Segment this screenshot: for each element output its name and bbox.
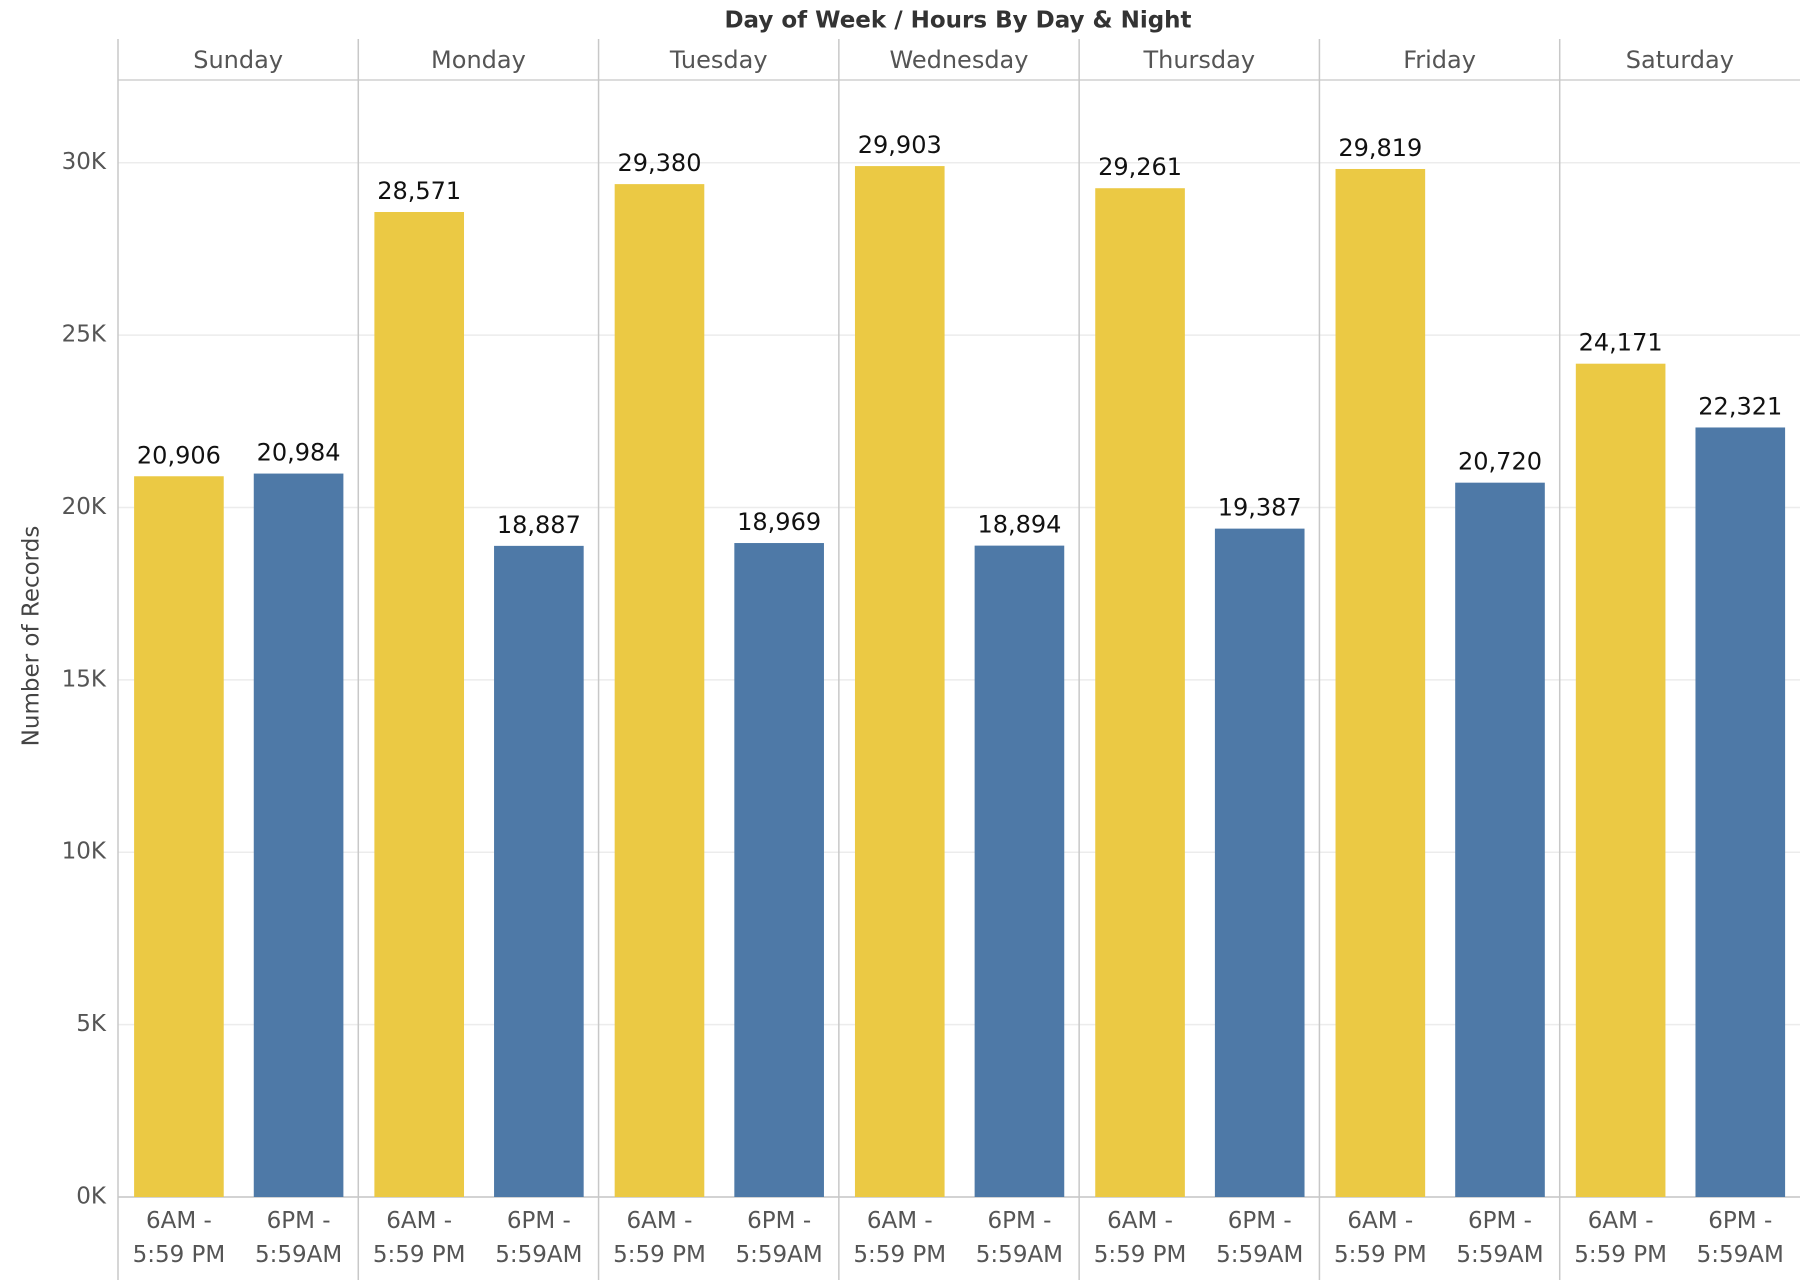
x-tick-label: 6AM - 5:59 PM bbox=[853, 1208, 947, 1268]
x-tick-label: 6PM - 5:59AM bbox=[975, 1208, 1064, 1268]
data-label: 20,720 bbox=[1458, 448, 1542, 476]
bar bbox=[134, 476, 224, 1198]
x-tick-label: 6PM - 5:59AM bbox=[1456, 1208, 1544, 1268]
y-tick-label: 10K bbox=[62, 839, 107, 865]
panel-header: Thursday bbox=[1142, 46, 1255, 74]
data-label: 29,261 bbox=[1098, 153, 1182, 181]
data-label: 19,387 bbox=[1218, 494, 1302, 522]
data-label: 18,894 bbox=[977, 511, 1061, 539]
data-label: 29,903 bbox=[858, 131, 942, 159]
data-label: 22,321 bbox=[1698, 392, 1782, 420]
y-axis-title: Number of Records bbox=[19, 526, 45, 747]
x-tick-label: 6AM - 5:59 PM bbox=[1574, 1208, 1667, 1268]
data-label: 24,171 bbox=[1579, 329, 1663, 357]
bar bbox=[734, 543, 824, 1197]
x-tick-label: 6PM - 5:59AM bbox=[1216, 1208, 1304, 1268]
panel-header: Wednesday bbox=[890, 46, 1029, 74]
data-label: 18,969 bbox=[737, 508, 821, 536]
chart-title: Day of Week / Hours By Day & Night bbox=[724, 8, 1191, 34]
data-label: 20,906 bbox=[137, 441, 221, 469]
panel-header: Monday bbox=[431, 46, 526, 74]
panel-header: Saturday bbox=[1626, 46, 1734, 74]
data-label: 29,380 bbox=[617, 149, 701, 177]
x-tick-label: 6PM - 5:59AM bbox=[1696, 1208, 1784, 1268]
bar bbox=[1575, 363, 1666, 1197]
x-tick-label: 6AM - 5:59 PM bbox=[132, 1208, 226, 1268]
y-tick-label: 25K bbox=[62, 322, 107, 348]
x-tick-label: 6AM - 5:59 PM bbox=[372, 1208, 466, 1268]
bar bbox=[614, 184, 705, 1198]
data-label: 29,819 bbox=[1338, 134, 1422, 162]
bar bbox=[1695, 427, 1786, 1197]
bar bbox=[494, 545, 584, 1197]
x-tick-label: 6PM - 5:59AM bbox=[495, 1208, 583, 1268]
data-label: 18,887 bbox=[497, 511, 581, 539]
data-label: 28,571 bbox=[377, 177, 461, 205]
data-label: 20,984 bbox=[257, 439, 341, 467]
bar bbox=[974, 545, 1065, 1197]
y-tick-label: 20K bbox=[62, 494, 107, 520]
bar bbox=[1335, 168, 1426, 1198]
bar bbox=[854, 166, 945, 1197]
y-tick-label: 0K bbox=[76, 1184, 107, 1210]
x-tick-label: 6PM - 5:59AM bbox=[254, 1208, 343, 1268]
y-tick-label: 30K bbox=[62, 149, 107, 175]
bar bbox=[253, 473, 344, 1197]
x-tick-label: 6AM - 5:59 PM bbox=[1333, 1208, 1427, 1268]
x-tick-label: 6AM - 5:59 PM bbox=[613, 1208, 706, 1268]
panel-header: Friday bbox=[1403, 46, 1476, 74]
y-tick-label: 5K bbox=[76, 1011, 107, 1037]
bar bbox=[1095, 188, 1185, 1197]
y-tick-label: 15K bbox=[62, 666, 107, 692]
panel-header: Sunday bbox=[193, 46, 283, 74]
bar bbox=[374, 212, 465, 1197]
panel-header: Tuesday bbox=[669, 46, 768, 74]
bar bbox=[1455, 482, 1545, 1197]
bar bbox=[1214, 528, 1305, 1197]
x-tick-label: 6AM - 5:59 PM bbox=[1093, 1208, 1187, 1268]
x-tick-label: 6PM - 5:59AM bbox=[735, 1208, 823, 1268]
